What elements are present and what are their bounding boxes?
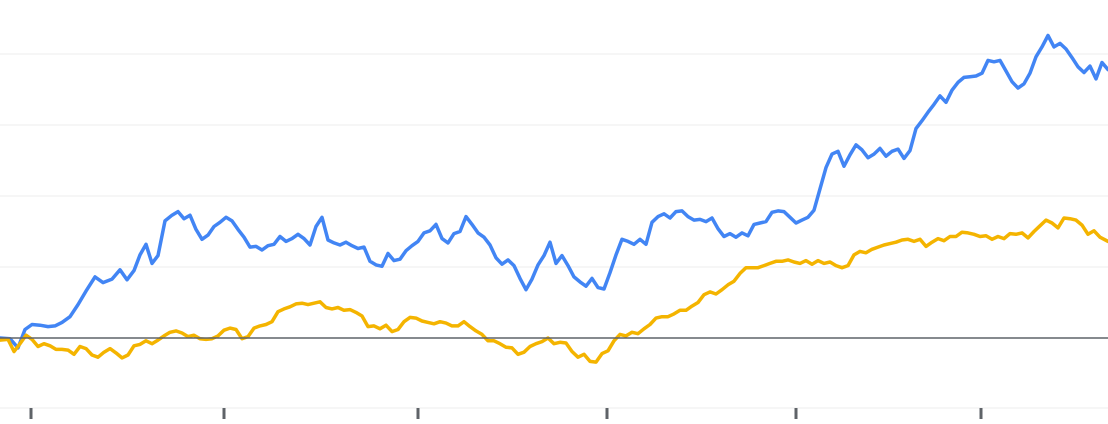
series-line-1 [0,33,1108,350]
x-axis [29,408,983,419]
gridlines [0,53,1108,409]
series-line-2 [0,216,1108,364]
series-lines [0,33,1108,364]
